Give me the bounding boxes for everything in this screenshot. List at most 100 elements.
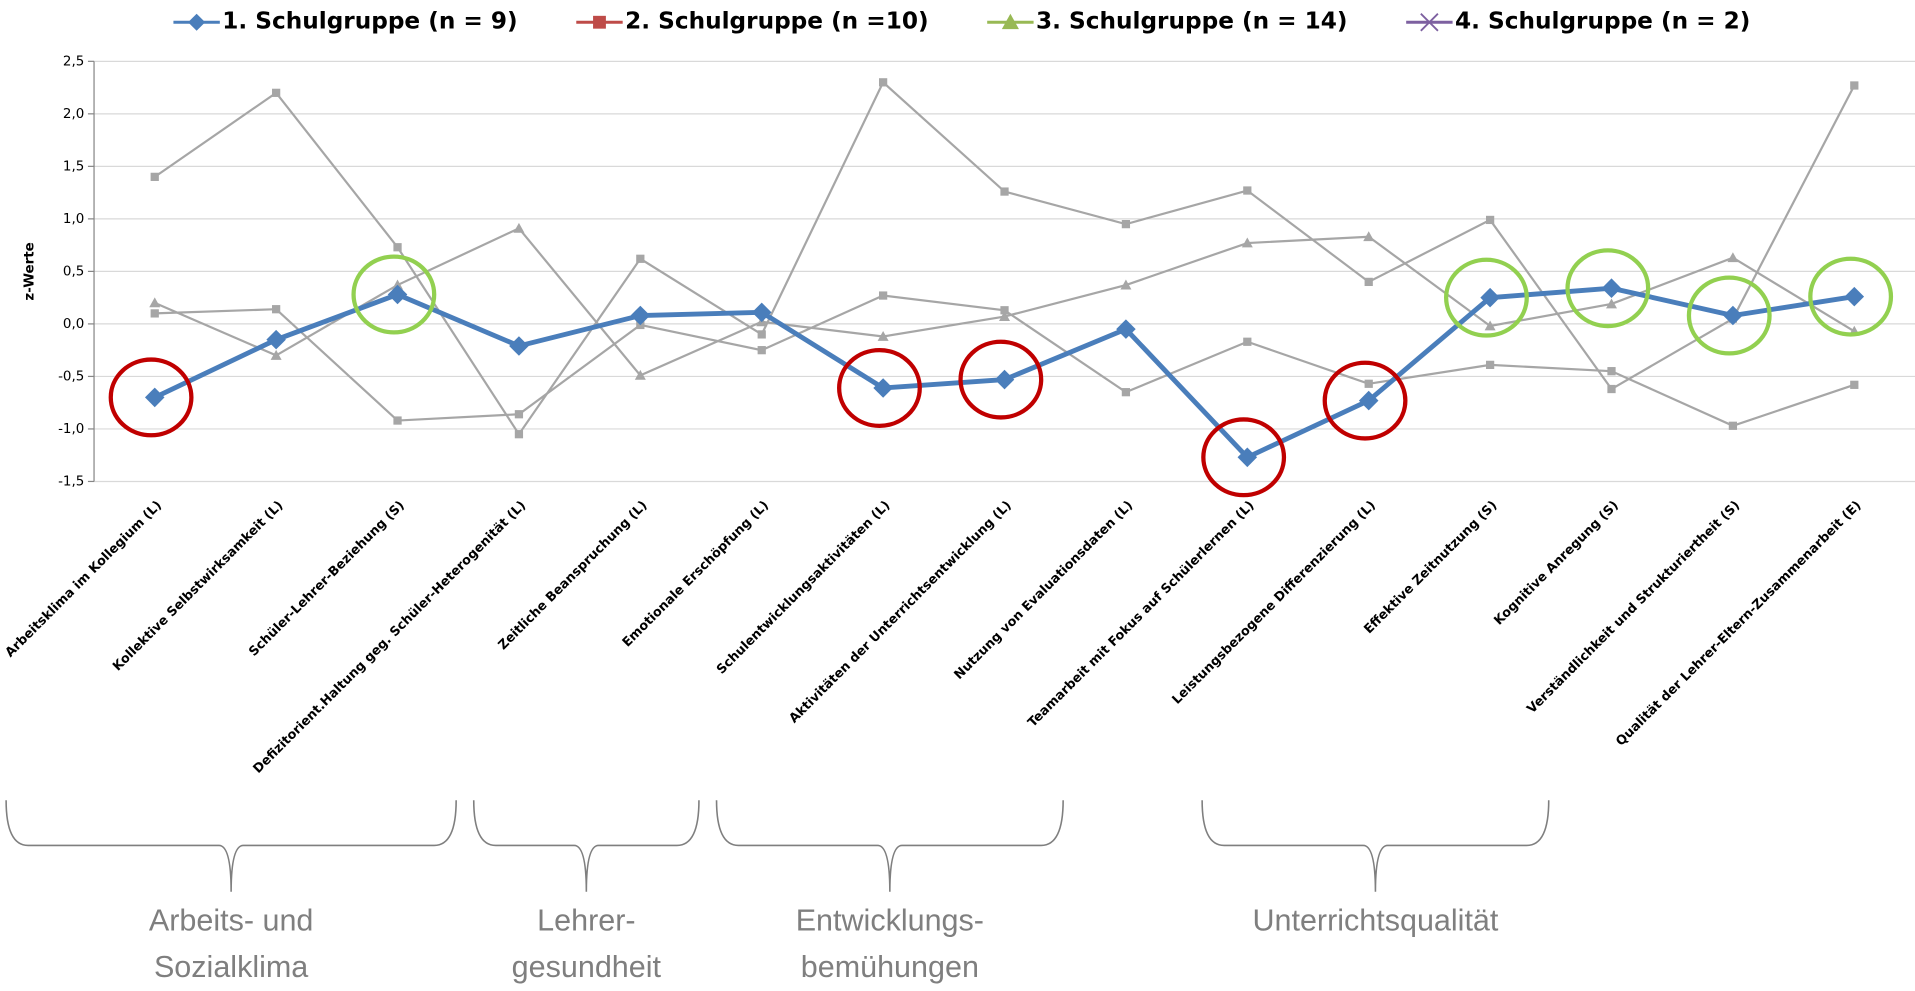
marker	[757, 346, 766, 355]
marker	[514, 430, 524, 439]
marker	[1243, 186, 1252, 195]
marker	[150, 172, 159, 181]
x-tick-label: Kognitive Anregung (S)	[1491, 498, 1621, 628]
marker	[630, 305, 651, 326]
marker	[1364, 277, 1373, 287]
y-tick-label: 1,5	[63, 159, 84, 174]
group-label: Sozialklima	[154, 950, 308, 984]
legend-label: 4. Schulgruppe (n = 2)	[1455, 8, 1750, 35]
highlight-circle	[837, 347, 922, 428]
marker	[1607, 367, 1616, 376]
marker	[999, 311, 1011, 321]
group-label: bemühungen	[801, 950, 979, 984]
y-axis-label: z-Werte	[22, 242, 37, 300]
marker	[1850, 81, 1859, 90]
y-tick-label: -1,0	[58, 422, 84, 437]
group-label: Unterrichtsqualität	[1252, 903, 1498, 937]
x-tick-label: Aktivitäten der Unterrichtsentwicklung (…	[786, 498, 1014, 726]
marker	[266, 329, 286, 350]
y-tick-label: 0,0	[63, 317, 84, 332]
marker	[387, 284, 408, 305]
highlight-circle	[1444, 257, 1529, 338]
marker	[1607, 384, 1616, 394]
x-tick-label: Emotionale Erschöpfung (L)	[620, 498, 772, 650]
highlight-circle	[1322, 360, 1408, 441]
legend-label: 2. Schulgruppe (n =10)	[625, 8, 928, 35]
marker	[634, 369, 646, 380]
marker	[272, 305, 281, 314]
marker	[144, 387, 165, 408]
marker	[393, 243, 402, 252]
highlight-circle	[958, 339, 1044, 420]
highlight-circle	[1808, 256, 1894, 337]
marker	[879, 78, 888, 87]
marker	[1723, 305, 1743, 326]
marker	[393, 416, 402, 425]
x-tick-label: Zeitliche Beanspruchung (L)	[496, 498, 651, 653]
legend-label: 3. Schulgruppe (n = 14)	[1036, 8, 1348, 35]
marker	[1363, 231, 1375, 242]
highlight-circle	[108, 357, 194, 438]
marker	[1237, 447, 1258, 468]
marker	[1601, 278, 1622, 298]
marker	[994, 369, 1015, 390]
y-tick-label: -0,5	[58, 369, 84, 384]
marker	[877, 331, 889, 341]
x-tick-label: Leistungsbezogene Differenzierung (L)	[1170, 498, 1379, 707]
x-tick-label: Defizitorient.Haltung geg. Schüler-Heter…	[251, 498, 530, 777]
marker	[757, 330, 766, 339]
group-label: Arbeits- und	[149, 903, 314, 937]
y-tick-label: -1,5	[58, 474, 84, 489]
marker	[150, 309, 159, 318]
marker	[1358, 390, 1379, 411]
marker	[272, 88, 281, 97]
group-label: Lehrer-	[537, 903, 635, 937]
group-brace	[715, 800, 1064, 892]
marker	[1844, 286, 1865, 307]
marker	[593, 15, 606, 29]
legend-label: 1. Schulgruppe (n = 9)	[222, 8, 517, 35]
group-label: gesundheit	[512, 950, 662, 984]
marker	[1121, 220, 1131, 229]
marker	[636, 254, 645, 263]
marker	[1243, 337, 1252, 346]
highlight-circle	[1565, 248, 1651, 329]
marker	[1606, 298, 1618, 309]
y-tick-label: 0,5	[63, 264, 84, 279]
marker	[1484, 320, 1496, 331]
x-tick-label: Qualität der Lehrer-Eltern-Zusammenarbei…	[1613, 498, 1864, 749]
y-tick-label: 2,5	[63, 54, 84, 69]
marker	[514, 410, 524, 419]
highlight-circle	[1686, 275, 1772, 356]
y-tick-label: 1,0	[63, 212, 84, 227]
marker	[1485, 215, 1495, 225]
marker	[1850, 380, 1859, 389]
y-tick-label: 2,0	[63, 107, 84, 122]
marker	[1420, 13, 1439, 32]
x-tick-label: Verständlichkeit und Strukturiertheit (S…	[1524, 498, 1743, 717]
marker	[509, 336, 529, 356]
x-tick-label: Teamarbeit mit Fokus auf Schülerlernen (…	[1025, 498, 1257, 730]
marker	[513, 222, 525, 233]
marker	[1121, 388, 1131, 397]
marker	[270, 349, 282, 360]
highlight-circle	[351, 254, 437, 335]
marker	[149, 297, 161, 308]
group-brace	[5, 800, 457, 892]
marker	[1120, 279, 1132, 290]
group-brace	[472, 800, 700, 892]
group-label: Entwicklungs-	[796, 903, 984, 937]
marker	[188, 13, 206, 31]
marker	[1000, 306, 1009, 315]
marker	[1485, 360, 1495, 369]
group-brace	[1201, 800, 1550, 892]
marker	[1364, 379, 1373, 388]
marker	[751, 302, 772, 323]
highlight-circle	[1201, 417, 1287, 498]
marker	[1241, 237, 1253, 248]
marker	[879, 291, 888, 300]
marker	[392, 279, 404, 290]
marker	[1000, 187, 1009, 196]
x-tick-label: Effektive Zeitnutzung (S)	[1361, 498, 1500, 637]
